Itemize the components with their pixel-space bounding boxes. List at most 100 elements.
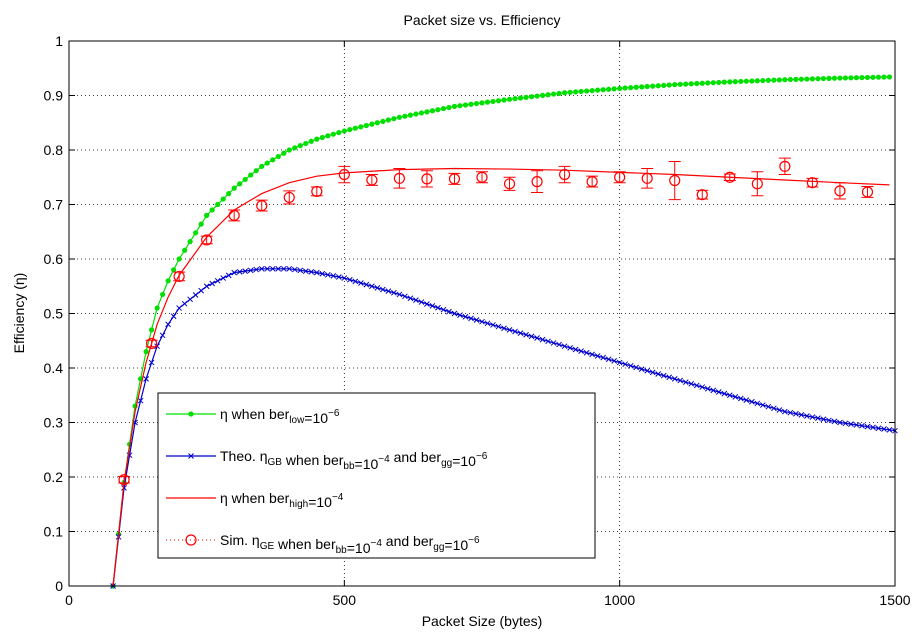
legend: η when berlow=10−6 Theo. ηGB when berbb=1…: [157, 392, 596, 559]
error-bar: [310, 186, 323, 197]
data-point: [743, 78, 749, 84]
data-point: [639, 84, 645, 90]
data-point: [724, 171, 736, 183]
y-tick-label: 0.2: [44, 469, 64, 485]
data-point: [688, 380, 695, 387]
data-point: [468, 315, 474, 322]
data-point: [308, 138, 314, 144]
data-point: [815, 76, 821, 82]
data-point: [490, 322, 496, 328]
data-point: [875, 74, 882, 80]
y-tick-label: 1: [55, 33, 63, 49]
data-point: [660, 372, 667, 379]
data-point: [650, 83, 656, 89]
data-point: [313, 269, 320, 276]
data-point: [666, 82, 672, 88]
data-point: [806, 177, 819, 189]
data-point: [451, 310, 458, 317]
error-bar: [861, 186, 874, 198]
data-point: [683, 81, 689, 87]
data-point: [573, 89, 579, 95]
data-point: [749, 78, 755, 84]
data-point: [633, 364, 640, 371]
data-point: [611, 358, 618, 364]
data-point: [291, 266, 298, 273]
data-point: [325, 133, 331, 139]
data-point: [696, 189, 708, 201]
data-point: [228, 209, 240, 221]
error-bar: [420, 170, 433, 188]
data-point: [705, 80, 711, 86]
data-point: [479, 318, 485, 325]
data-point: [385, 117, 391, 123]
data-point: [341, 275, 348, 281]
data-point: [584, 88, 590, 94]
data-point: [779, 160, 791, 172]
data-point: [468, 101, 474, 107]
data-point: [517, 330, 524, 336]
data-point: [385, 288, 392, 295]
data-point: [531, 176, 543, 188]
data-point: [617, 85, 623, 92]
data-point: [770, 405, 777, 412]
data-point: [462, 313, 469, 320]
data-point: [118, 474, 130, 486]
data-point: [820, 416, 827, 423]
error-bar: [255, 199, 268, 212]
data-point: [495, 323, 502, 330]
data-point: [501, 97, 507, 103]
data-point: [473, 317, 480, 323]
data-point: [726, 392, 733, 399]
data-point: [462, 102, 469, 108]
legend-box: [157, 392, 596, 559]
data-point: [864, 423, 871, 430]
data-point: [424, 109, 430, 115]
data-point: [446, 104, 452, 111]
data-point: [798, 76, 804, 82]
data-point: [572, 346, 579, 353]
data-point: [787, 409, 794, 416]
data-point: [380, 118, 386, 124]
data-point: [870, 74, 876, 80]
data-point: [209, 207, 215, 213]
data-point: [787, 76, 793, 83]
data-point: [203, 283, 210, 290]
data-point: [137, 397, 144, 404]
data-point: [550, 91, 557, 97]
data-point: [242, 176, 248, 183]
data-point: [435, 304, 441, 311]
data-point: [595, 87, 601, 93]
data-point: [297, 143, 303, 149]
data-point: [286, 265, 293, 272]
error-bar: [558, 165, 571, 184]
y-tick-label: 0.7: [44, 197, 64, 213]
data-point: [881, 426, 887, 432]
error-bar: [778, 157, 791, 176]
data-point: [380, 286, 386, 293]
data-point: [275, 153, 281, 160]
data-point: [374, 120, 380, 126]
data-point: [476, 171, 488, 183]
data-point: [732, 394, 739, 400]
data-point: [556, 90, 562, 97]
error-bar: [806, 177, 819, 188]
data-point: [143, 376, 149, 382]
data-point: [523, 94, 529, 100]
data-point: [589, 351, 595, 358]
error-bar: [476, 171, 488, 184]
data-point: [215, 201, 221, 208]
data-point: [473, 100, 480, 107]
data-point: [534, 93, 540, 99]
data-point: [859, 74, 865, 81]
data-point: [253, 266, 260, 273]
data-point: [578, 348, 584, 354]
data-point: [586, 176, 598, 188]
data-point: [776, 77, 782, 83]
legend-label: η when berlow=10−6: [220, 406, 340, 426]
data-point: [655, 83, 661, 89]
data-point: [283, 191, 295, 204]
data-point: [605, 356, 612, 363]
error-bar: [283, 190, 296, 205]
data-point: [721, 79, 727, 85]
data-point: [600, 87, 606, 93]
